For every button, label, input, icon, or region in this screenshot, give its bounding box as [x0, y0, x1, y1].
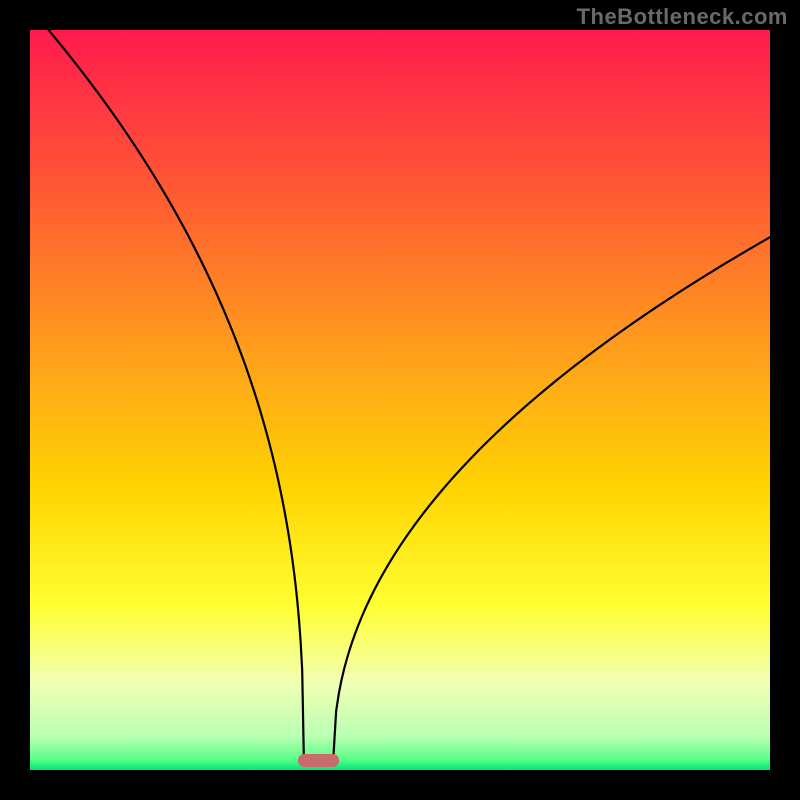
bottleneck-curves	[30, 30, 770, 770]
optimal-marker	[298, 754, 339, 767]
chart-frame: TheBottleneck.com	[0, 0, 800, 800]
plot-area	[30, 30, 770, 770]
watermark-text: TheBottleneck.com	[577, 4, 788, 30]
